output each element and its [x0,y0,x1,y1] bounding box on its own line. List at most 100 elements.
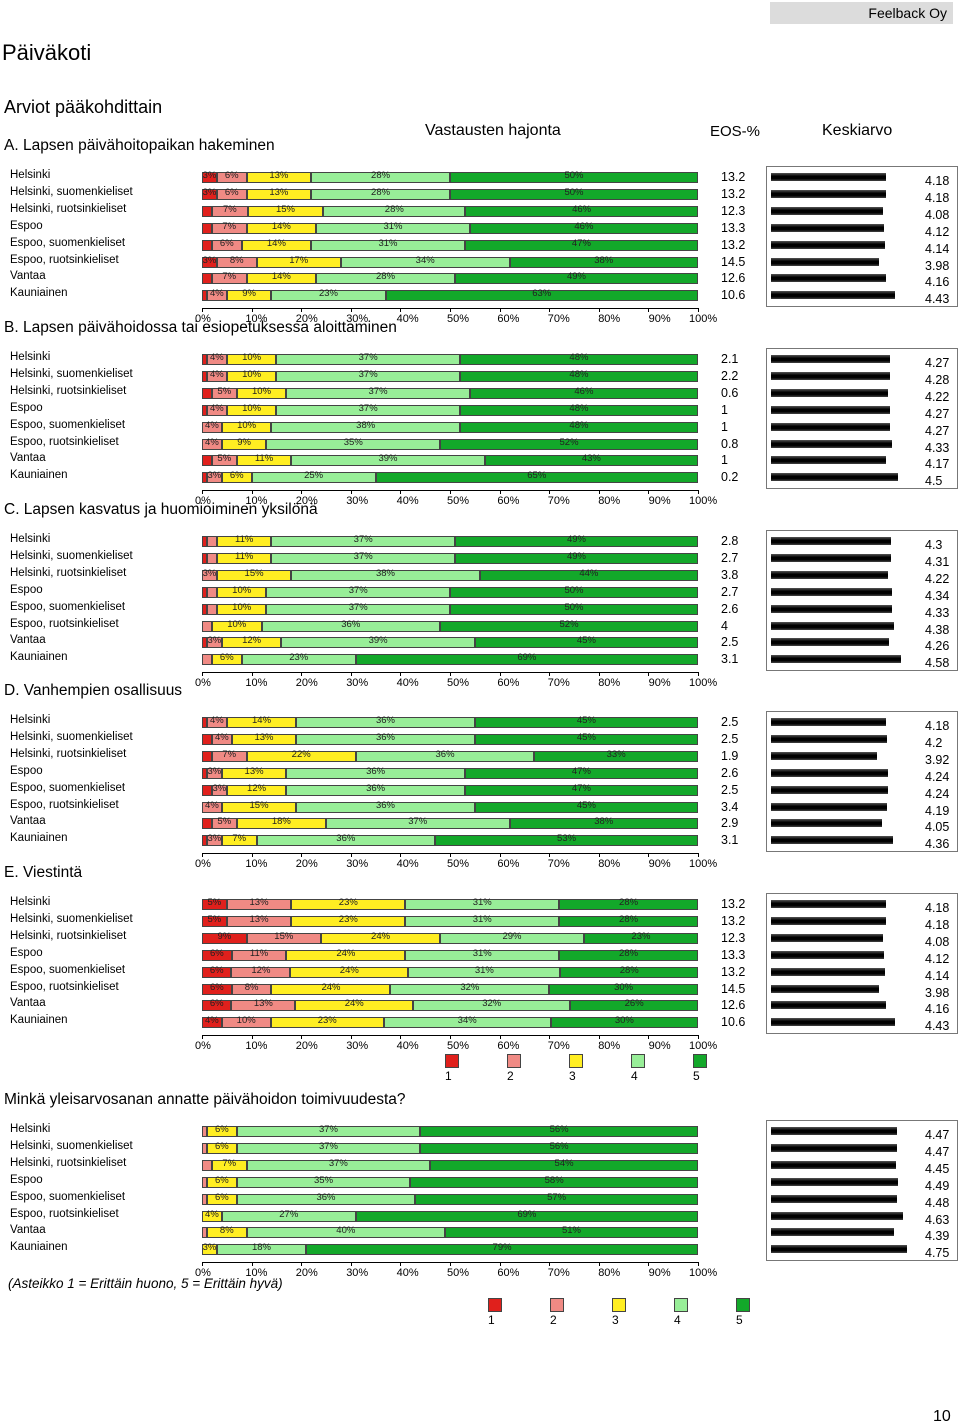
bar-segment-3: 23% [291,897,406,910]
mean-value: 4.18 [925,901,950,915]
mean-bar [771,916,887,925]
segment-value-label: 28% [619,964,639,976]
eos-value: 12.3 [721,203,746,218]
bar-segment-4: 32% [413,998,571,1012]
bar-segment-3: 3% [202,1242,217,1256]
segment-value-label: 37% [348,584,368,596]
x-axis-tick [648,853,650,858]
mean-value: 3.98 [925,985,950,1000]
mean-chart-frame [766,166,958,308]
segment-value-label: 4% [204,1015,219,1027]
row-label: Espoo, suomenkieliset [10,781,126,794]
segment-value-label: 7% [222,220,237,232]
eos-value: 0.2 [721,470,739,485]
segment-value-label: 7% [232,833,247,845]
bar-segment-1 [202,205,213,217]
bar-segment-1 [202,603,207,615]
bar-segment-2 [206,536,217,547]
x-axis-tick [698,1035,699,1040]
row-label: Helsinki [10,169,51,181]
bar-segment-2 [202,1193,207,1205]
segment-value-label: 8% [219,1225,234,1237]
legend-swatch-3 [612,1298,626,1312]
x-axis-tick [499,853,501,858]
x-axis-tick [202,672,203,677]
bar-segment-5: 38% [509,816,698,830]
segment-value-label: 23% [338,913,358,925]
mean-bar [771,240,885,249]
segment-value-label: 4% [209,402,224,414]
segment-value-label: 3% [207,765,222,777]
x-axis-tick-label: 0% [195,495,211,508]
mean-value: 4.27 [925,356,950,370]
bar-segment-5: 69% [355,652,698,666]
bar-segment-1 [202,273,212,285]
legend-item-5: 5 [693,1054,713,1083]
mean-value: 4.63 [925,1212,950,1227]
row-label: Espoo, ruotsinkieliset [10,435,119,448]
mean-value: 4.49 [925,1178,950,1193]
legend-item-3: 3 [569,1054,589,1083]
x-axis-tick [598,1035,600,1040]
bar-segment-3: 6% [206,1192,237,1205]
x-axis-tick-label: 80% [598,677,621,690]
eos-value: 13.2 [721,964,746,979]
mean-value: 4.2 [925,735,943,750]
bar-segment-5: 50% [450,585,698,598]
segment-value-label: 24% [336,947,356,959]
bar-segment-5: 38% [509,255,698,268]
legend-item-3: 3 [612,1298,632,1327]
x-axis-tick [698,1262,699,1267]
bar-segment-1 [202,750,212,762]
segment-value-label: 28% [376,271,396,283]
segment-value-label: 30% [614,981,634,993]
bar-segment-2: 4% [202,800,222,813]
bar-segment-5: 43% [484,453,698,467]
bar-segment-2: 10% [221,1015,271,1029]
legend-swatch-1 [445,1054,459,1068]
x-axis-tick [202,853,203,858]
bar-segment-3: 24% [286,947,406,961]
segment-value-label: 5% [217,816,232,828]
legend-label: 4 [631,1069,638,1083]
segment-value-label: 10% [236,1015,256,1027]
legend-label: 2 [550,1313,557,1327]
legend-label: 3 [569,1069,576,1083]
bar-segment-1 [202,387,212,399]
x-axis-tick-label: 30% [346,313,369,326]
mean-bar [771,1228,894,1237]
segment-value-label: 50% [564,186,584,198]
segment-value-label: 6% [214,1174,229,1186]
bar-segment-2: 13% [226,914,292,927]
mean-bar [771,173,887,181]
legend-label: 1 [488,1313,495,1327]
legend-label: 1 [445,1069,452,1083]
legend-swatch-2 [550,1298,564,1312]
mean-bar [771,1194,898,1203]
bar-segment-3: 11% [216,551,272,564]
x-axis-tick [648,308,650,313]
segment-value-label: 28% [384,203,404,215]
bar-segment-5: 46% [469,221,698,234]
bar-segment-5: 48% [459,420,698,433]
bar-segment-4: 32% [390,982,550,995]
mean-value: 3.98 [925,258,950,273]
bar-segment-3: 6% [211,652,242,666]
row-label: Helsinki, suomenkieliset [10,185,133,198]
x-axis-tick-label: 80% [598,1267,621,1280]
segment-value-label: 9% [242,288,256,300]
distribution-column-header: Vastausten hajonta [425,122,561,139]
segment-value-label: 10% [232,601,252,613]
bar-segment-5: 69% [355,1209,698,1222]
x-axis-tick [251,1262,253,1267]
x-axis-tick-label: 90% [648,1267,671,1280]
bar-segment-4: 39% [291,453,485,467]
mean-bar [771,734,887,743]
legend-swatch-5 [736,1298,750,1312]
mean-value: 3.92 [925,752,950,767]
bar-segment-5: 45% [474,800,698,813]
segment-value-label: 3% [207,833,222,845]
bar-segment-3: 9% [226,288,272,302]
bar-segment-3: 10% [226,369,277,382]
x-axis-tick-label: 70% [547,1040,570,1053]
